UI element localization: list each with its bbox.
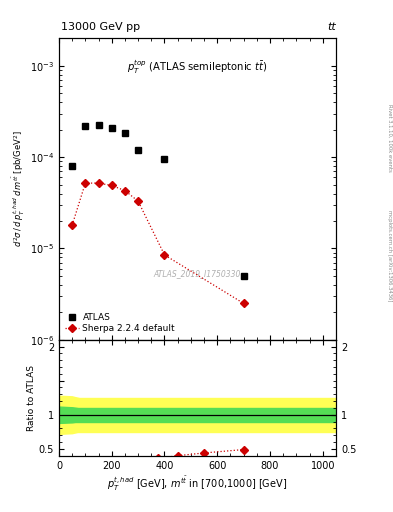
Legend: ATLAS, Sherpa 2.2.4 default: ATLAS, Sherpa 2.2.4 default xyxy=(63,311,177,335)
Text: ATLAS_2019_I1750330: ATLAS_2019_I1750330 xyxy=(154,269,241,278)
X-axis label: $p_T^{t,had}$ [GeV], $m^{t\bar{t}}$ in [700,1000] [GeV]: $p_T^{t,had}$ [GeV], $m^{t\bar{t}}$ in [… xyxy=(107,475,288,493)
Text: 13000 GeV pp: 13000 GeV pp xyxy=(61,22,140,32)
Text: mcplots.cern.ch [arXiv:1306.3436]: mcplots.cern.ch [arXiv:1306.3436] xyxy=(387,210,392,302)
Text: tt: tt xyxy=(327,22,336,32)
Y-axis label: $d^2\sigma\,/\,d\,p_T^{t,had}\,d\,m^{t\bar{t}}$ [pb/GeV$^2$]: $d^2\sigma\,/\,d\,p_T^{t,had}\,d\,m^{t\b… xyxy=(11,131,27,247)
Y-axis label: Ratio to ATLAS: Ratio to ATLAS xyxy=(27,365,36,431)
Text: Rivet 3.1.10, 100k events: Rivet 3.1.10, 100k events xyxy=(387,104,392,172)
Text: $p_T^{top}$ (ATLAS semileptonic $t\bar{t}$): $p_T^{top}$ (ATLAS semileptonic $t\bar{t… xyxy=(127,58,268,76)
